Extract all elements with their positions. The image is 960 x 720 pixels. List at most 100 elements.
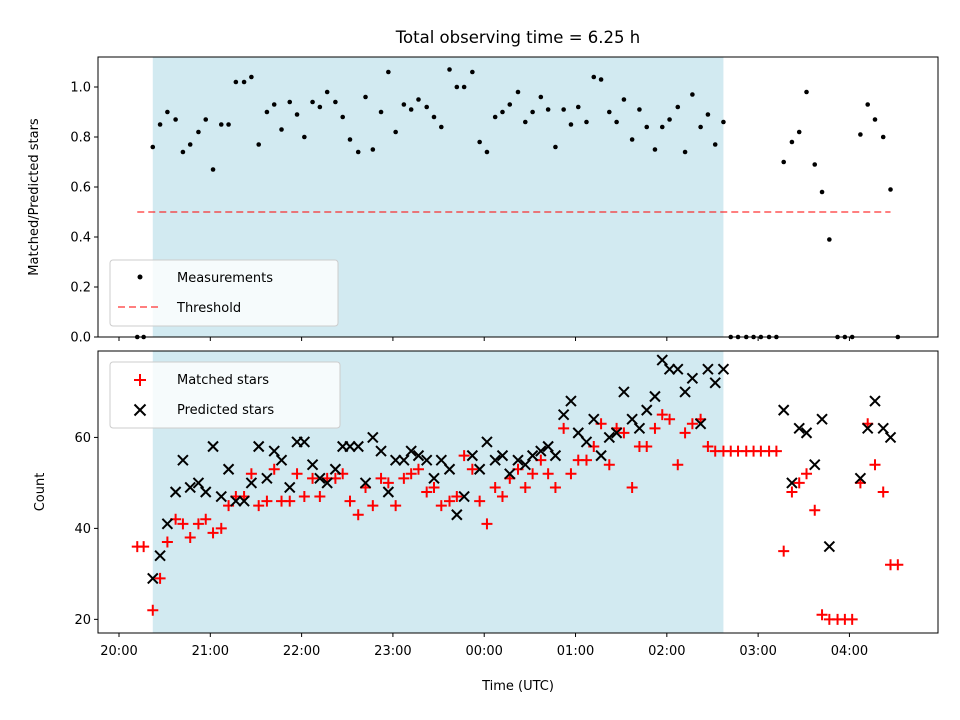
predicted-star-point bbox=[314, 472, 326, 485]
predicted-star-point bbox=[526, 449, 539, 462]
measurement-point bbox=[598, 77, 604, 82]
predicted-star-point bbox=[412, 449, 425, 462]
predicted-star-point bbox=[375, 445, 387, 457]
predicted-star-point bbox=[435, 454, 448, 466]
predicted-star-point bbox=[192, 477, 205, 489]
matched-star-point bbox=[672, 459, 684, 471]
measurement-point bbox=[492, 114, 498, 120]
matched-star-point bbox=[444, 495, 456, 507]
measurement-point bbox=[370, 147, 376, 152]
predicted-star-point bbox=[451, 509, 463, 521]
matched-star-point bbox=[679, 427, 691, 439]
predicted-star-point bbox=[809, 459, 821, 471]
predicted-star-point bbox=[382, 486, 395, 498]
measurement-point bbox=[340, 114, 345, 120]
measurement-point bbox=[500, 109, 505, 115]
legend-matched-label: Matched stars bbox=[177, 373, 269, 388]
matched-star-point bbox=[489, 481, 501, 493]
bottom-x-tick-label: 20:00 bbox=[100, 644, 137, 659]
predicted-star-point bbox=[466, 449, 479, 462]
predicted-star-point bbox=[557, 408, 570, 421]
measurement-point bbox=[279, 127, 284, 132]
predicted-star-point bbox=[154, 549, 166, 562]
measurement-point bbox=[401, 102, 407, 107]
matched-star-point bbox=[314, 491, 326, 503]
legend-predicted-label: Predicted stars bbox=[177, 403, 274, 418]
predicted-star-point bbox=[329, 463, 342, 475]
predicted-star-point bbox=[854, 472, 867, 485]
measurement-point bbox=[682, 149, 688, 155]
predicted-star-point bbox=[823, 540, 836, 553]
predicted-star-point bbox=[535, 445, 547, 457]
matched-star-point bbox=[421, 486, 433, 498]
predicted-star-point bbox=[869, 395, 881, 407]
measurement-point bbox=[180, 149, 186, 155]
measurement-point bbox=[812, 162, 818, 167]
predicted-star-point bbox=[177, 454, 189, 466]
predicted-star-point bbox=[398, 454, 410, 466]
measurement-point bbox=[484, 149, 490, 155]
predicted-star-point bbox=[793, 422, 805, 435]
predicted-star-point bbox=[367, 431, 379, 444]
matched-star-point bbox=[778, 545, 790, 557]
matched-star-point bbox=[702, 441, 714, 453]
matched-star-point bbox=[801, 468, 813, 480]
measurement-point bbox=[294, 112, 300, 117]
measurement-point bbox=[659, 124, 665, 130]
measurement-point bbox=[858, 132, 863, 137]
bottom-axes-frame bbox=[97, 350, 939, 634]
predicted-star-point bbox=[877, 422, 889, 435]
matched-star-point bbox=[344, 495, 356, 507]
measurement-point bbox=[712, 142, 718, 147]
legend-threshold-label: Threshold bbox=[176, 301, 241, 316]
matched-star-point bbox=[618, 427, 630, 439]
measurement-point bbox=[454, 84, 460, 90]
predicted-star-point bbox=[230, 495, 242, 507]
matched-star-point bbox=[412, 463, 424, 475]
matched-star-point bbox=[770, 445, 782, 457]
measurement-point bbox=[568, 122, 574, 127]
measurement-point bbox=[249, 74, 254, 80]
matched-star-point bbox=[466, 463, 478, 475]
measurement-point bbox=[477, 139, 482, 145]
predicted-star-point bbox=[519, 459, 532, 471]
measurement-point bbox=[675, 104, 681, 110]
matched-star-point bbox=[481, 518, 493, 530]
predicted-star-point bbox=[709, 377, 721, 389]
predicted-star-point bbox=[147, 572, 159, 585]
predicted-star-point bbox=[626, 413, 638, 425]
matched-star-point bbox=[816, 609, 828, 621]
bottom-x-tick-label: 00:00 bbox=[465, 644, 502, 659]
matched-star-point bbox=[565, 468, 577, 480]
matched-star-point bbox=[603, 459, 615, 471]
bottom-x-tick-label: 02:00 bbox=[648, 644, 685, 659]
measurement-point bbox=[196, 129, 201, 135]
matched-star-point bbox=[284, 495, 296, 507]
bottom-y-tick-label: 60 bbox=[74, 431, 91, 446]
measurement-point bbox=[187, 142, 193, 147]
matched-star-point bbox=[809, 504, 821, 516]
predicted-star-point bbox=[663, 363, 676, 375]
matched-star-point bbox=[549, 481, 561, 493]
predicted-star-point bbox=[489, 454, 501, 466]
measurement-point bbox=[652, 147, 658, 152]
legend-matched-marker bbox=[134, 374, 146, 386]
predicted-star-point bbox=[777, 404, 790, 416]
measurement-point bbox=[165, 109, 170, 115]
matched-star-point bbox=[686, 418, 698, 430]
predicted-star-point bbox=[549, 449, 562, 462]
measurement-point bbox=[157, 122, 163, 127]
matched-star-point bbox=[519, 481, 531, 493]
measurement-point bbox=[461, 84, 467, 90]
matched-star-point bbox=[245, 468, 257, 480]
predicted-star-point bbox=[481, 436, 493, 448]
predicted-star-point bbox=[702, 363, 714, 375]
measurement-point bbox=[865, 102, 870, 107]
matched-star-point bbox=[215, 522, 227, 534]
matched-star-point bbox=[496, 491, 508, 503]
measurement-point bbox=[591, 74, 597, 80]
measurement-point bbox=[607, 109, 612, 115]
predicted-star-point bbox=[420, 454, 433, 466]
measurement-point bbox=[644, 124, 650, 130]
